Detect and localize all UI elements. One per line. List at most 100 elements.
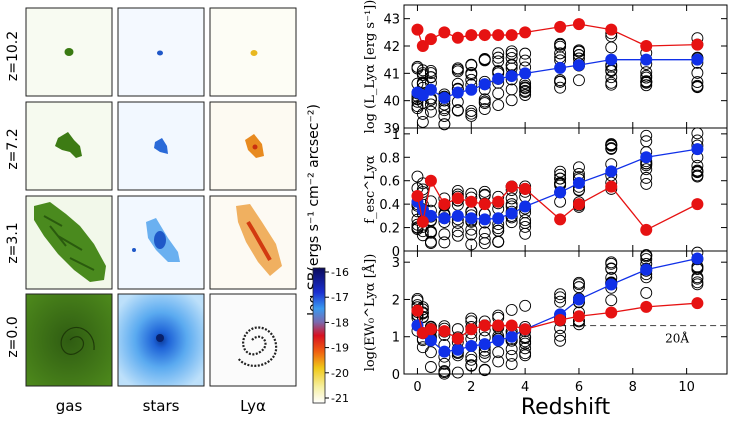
stars-blob-z10 bbox=[157, 50, 163, 56]
plot-frame bbox=[403, 250, 728, 375]
series-point-maximum bbox=[411, 304, 424, 317]
simulated-galaxy-point bbox=[605, 71, 618, 84]
series-point-maximum bbox=[605, 306, 618, 319]
colorbar-tick-label: -21 bbox=[331, 392, 349, 405]
simulated-galaxy-point bbox=[416, 229, 429, 242]
simulated-galaxy-point bbox=[605, 294, 618, 307]
simulated-galaxy-point bbox=[465, 67, 478, 79]
series-point-median bbox=[572, 59, 585, 72]
simulated-galaxy-point bbox=[691, 80, 704, 93]
series-point-maximum bbox=[424, 323, 437, 336]
simulated-galaxy-point bbox=[691, 164, 704, 177]
simulated-galaxy-point bbox=[424, 105, 437, 118]
colorbar-gradient bbox=[312, 267, 326, 404]
lya-hot-z3 bbox=[246, 220, 272, 261]
simulated-galaxy-point bbox=[465, 107, 478, 120]
simulated-galaxy-point bbox=[451, 225, 464, 238]
series-point-median bbox=[572, 177, 585, 190]
y-tick-label: 2 bbox=[392, 293, 400, 308]
y-tick-label: 1 bbox=[392, 331, 400, 346]
reference-line-label: 20Å bbox=[665, 331, 689, 346]
simulated-galaxy-point bbox=[424, 98, 437, 111]
simulated-galaxy-point bbox=[519, 335, 532, 348]
row-label-z0: z=0.0 bbox=[5, 316, 21, 357]
series-point-maximum bbox=[492, 195, 505, 208]
simulated-galaxy-point bbox=[492, 309, 505, 322]
series-point-maximum bbox=[465, 29, 478, 42]
plot-luminosity: 39 40 41 42 43 log (L_Lyα [erg s⁻¹]) bbox=[363, 0, 728, 137]
series-point-maximum bbox=[451, 192, 464, 205]
series-point-maximum bbox=[519, 323, 532, 336]
series-point-maximum bbox=[505, 180, 518, 193]
series-point-maximum bbox=[416, 40, 429, 52]
simulated-galaxy-point bbox=[465, 312, 478, 325]
stars-core-z3 bbox=[154, 231, 166, 249]
series-point-median bbox=[505, 70, 518, 83]
series-point-maximum bbox=[572, 198, 585, 211]
simulated-galaxy-point bbox=[424, 225, 437, 238]
simulated-galaxy-point bbox=[505, 343, 518, 356]
simulated-galaxy-point bbox=[519, 47, 532, 60]
simulated-galaxy-point bbox=[478, 226, 491, 239]
simulated-galaxy-point bbox=[438, 357, 451, 370]
simulated-galaxy-point bbox=[554, 172, 567, 185]
simulated-galaxy-point bbox=[640, 171, 653, 184]
simulated-galaxy-point bbox=[605, 262, 618, 275]
simulated-galaxy-point bbox=[465, 238, 478, 251]
series-point-maximum bbox=[519, 26, 532, 39]
series-point-maximum bbox=[605, 180, 618, 193]
series-point-maximum bbox=[411, 189, 424, 202]
y-tick-label: 42 bbox=[383, 40, 400, 55]
series-point-maximum bbox=[438, 325, 451, 338]
series-point-median bbox=[451, 86, 464, 99]
simulated-galaxy-point bbox=[519, 221, 532, 233]
simulated-galaxy-point bbox=[438, 236, 451, 249]
simulated-galaxy-point bbox=[554, 47, 567, 60]
simulated-galaxy-point bbox=[492, 235, 505, 248]
series-point-median bbox=[554, 186, 567, 199]
gas-blob-z10 bbox=[64, 48, 74, 56]
simulated-galaxy-point bbox=[438, 118, 451, 131]
simulated-galaxy-point bbox=[554, 329, 567, 342]
colorbar-label: log SB(ergs s⁻¹ cm⁻² arcsec⁻²) bbox=[306, 104, 322, 316]
gas-spiral-z0 bbox=[60, 327, 95, 355]
simulated-galaxy-point bbox=[505, 83, 518, 96]
series-point-median bbox=[424, 83, 437, 96]
colorbar: log SB(ergs s⁻¹ cm⁻² arcsec⁻²) -16 -17 -18… bbox=[306, 104, 349, 405]
series-point-maximum bbox=[416, 215, 429, 228]
y-tick-label: 39 bbox=[383, 122, 400, 137]
y-tick-label: 0.4 bbox=[379, 198, 400, 213]
simulated-galaxy-point bbox=[519, 217, 532, 229]
row-label-z3: z=3.1 bbox=[5, 222, 21, 263]
series-point-median bbox=[640, 263, 653, 276]
simulated-galaxy-point bbox=[691, 76, 704, 89]
series-point-maximum bbox=[465, 195, 478, 208]
y-tick-label: 43 bbox=[383, 13, 400, 28]
series-point-median bbox=[505, 207, 518, 220]
series-point-median bbox=[424, 334, 437, 347]
series-point-median bbox=[492, 72, 505, 85]
simulated-galaxy-point bbox=[554, 38, 567, 51]
simulated-galaxy-point bbox=[554, 291, 567, 304]
simulated-galaxy-point bbox=[640, 69, 653, 82]
series-point-maximum bbox=[519, 182, 532, 195]
simulated-galaxy-point bbox=[605, 256, 618, 269]
simulated-galaxy-point bbox=[691, 278, 704, 291]
series-point-median bbox=[465, 212, 478, 225]
series-point-maximum bbox=[572, 18, 585, 31]
series-point-maximum bbox=[505, 29, 518, 42]
series-point-maximum bbox=[451, 31, 464, 44]
simulated-galaxy-point bbox=[424, 361, 437, 373]
y-axis-label: f_esc^Lyα bbox=[363, 155, 378, 224]
simulated-galaxy-point bbox=[478, 185, 491, 198]
simulated-galaxy-point bbox=[478, 95, 491, 108]
simulated-galaxy-point bbox=[424, 235, 437, 248]
simulated-galaxy-point bbox=[554, 165, 567, 178]
y-tick-label: 0 bbox=[392, 245, 400, 260]
simulated-galaxy-point bbox=[492, 355, 505, 368]
series-point-median bbox=[492, 334, 505, 347]
series-point-median bbox=[492, 212, 505, 225]
x-tick-label: 0 bbox=[413, 380, 421, 395]
simulated-galaxy-point bbox=[438, 366, 451, 379]
simulated-galaxy-point bbox=[416, 64, 429, 77]
